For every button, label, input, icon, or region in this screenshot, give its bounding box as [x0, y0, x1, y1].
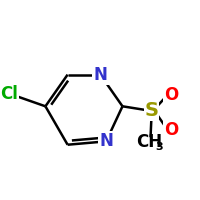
Text: CH: CH: [137, 133, 163, 151]
Text: N: N: [93, 66, 107, 84]
Text: 3: 3: [155, 142, 163, 152]
Text: O: O: [164, 86, 178, 104]
Text: O: O: [164, 121, 178, 139]
Text: Cl: Cl: [0, 85, 18, 103]
Text: S: S: [145, 101, 159, 120]
Text: N: N: [99, 132, 113, 150]
